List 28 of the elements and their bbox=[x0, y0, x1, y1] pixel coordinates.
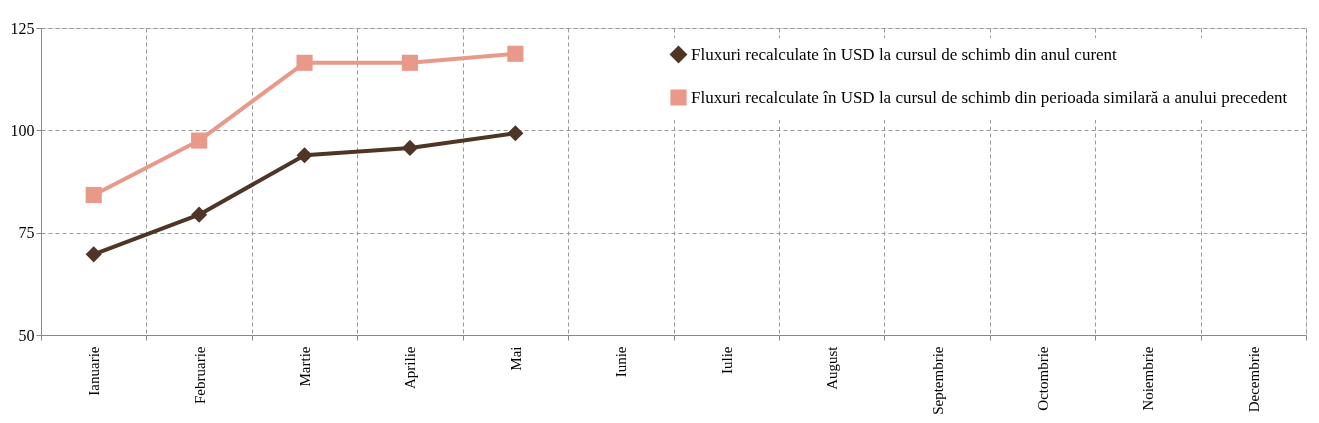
y-tick-label: 75 bbox=[18, 224, 35, 242]
legend-label: Fluxuri recalculate în USD la cursul de schimb din anul curent bbox=[691, 44, 1118, 64]
y-tick-label: 50 bbox=[18, 326, 35, 344]
legend-label: Fluxuri recalculate în USD la cursul de schimb din perioada similară a anului precedent bbox=[691, 87, 1288, 107]
x-tick-label: Ianuarie bbox=[86, 346, 103, 396]
point bbox=[191, 206, 208, 223]
x-tick-label: Iunie bbox=[613, 346, 630, 378]
point bbox=[191, 132, 208, 149]
point bbox=[507, 45, 524, 62]
point bbox=[401, 54, 419, 71]
point bbox=[296, 147, 313, 164]
x-tick-label: Septembrie bbox=[929, 346, 946, 415]
x-tick-label: Iulie bbox=[718, 346, 735, 374]
x-tick-label: Noiembrie bbox=[1140, 346, 1157, 411]
y-tick-label: 125 bbox=[10, 19, 35, 37]
x-tick-label: Mai bbox=[507, 346, 524, 371]
point bbox=[296, 54, 313, 71]
point bbox=[85, 186, 102, 204]
x-tick-label: August bbox=[824, 345, 841, 390]
point bbox=[85, 246, 102, 263]
point bbox=[507, 125, 524, 142]
x-tick-label: Martie bbox=[297, 346, 314, 387]
x-tick-label: Octombrie bbox=[1034, 346, 1051, 411]
point bbox=[401, 139, 419, 156]
x-tick-label: Decembrie bbox=[1245, 346, 1262, 413]
x-tick-label: Aprilie bbox=[402, 346, 419, 389]
x-tick-label: Februarie bbox=[191, 346, 208, 404]
y-tick-label: 100 bbox=[10, 121, 35, 139]
